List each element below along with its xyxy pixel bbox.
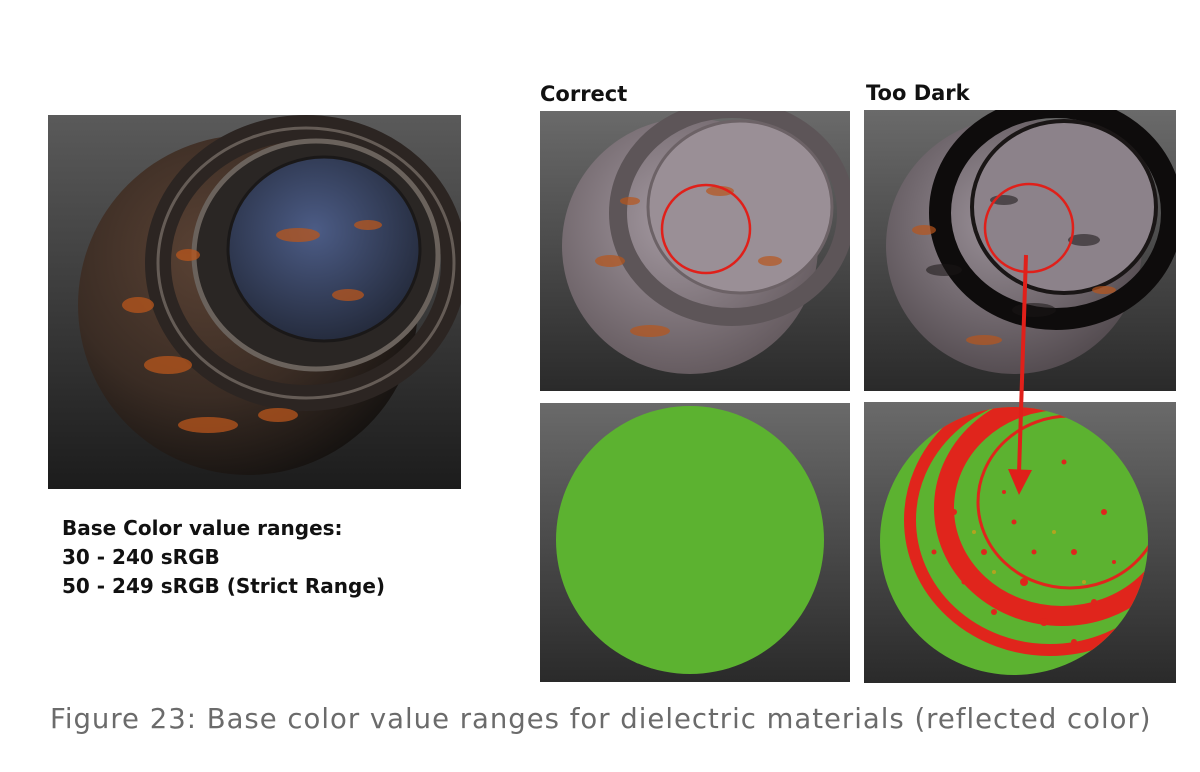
callout-arrow xyxy=(1008,254,1032,495)
correct-validation-image xyxy=(540,403,850,682)
value-range-strict: 50 - 249 sRGB (Strict Range) xyxy=(62,574,386,598)
rusty-sphere-image xyxy=(48,115,461,489)
too-dark-highlight-circle xyxy=(983,182,1075,274)
valid-range-area xyxy=(556,406,824,674)
value-range-standard: 30 - 240 sRGB xyxy=(62,545,220,569)
correct-highlight-circle xyxy=(660,183,752,275)
correct-label: Correct xyxy=(540,82,628,106)
correct-validation-panel xyxy=(540,403,850,682)
main-sphere-render xyxy=(48,115,461,489)
too-dark-render-panel xyxy=(864,110,1176,391)
too-dark-sphere-image xyxy=(864,110,1176,391)
figure-caption: Figure 23: Base color value ranges for d… xyxy=(50,703,1152,735)
correct-render-panel xyxy=(540,111,850,391)
too-dark-label: Too Dark xyxy=(866,81,970,105)
out-of-range-area xyxy=(904,407,1148,656)
value-ranges-heading: Base Color value ranges: xyxy=(62,516,343,540)
correct-sphere-image xyxy=(540,111,850,391)
value-ranges-block: Base Color value ranges: 30 - 240 sRGB 5… xyxy=(62,514,385,601)
